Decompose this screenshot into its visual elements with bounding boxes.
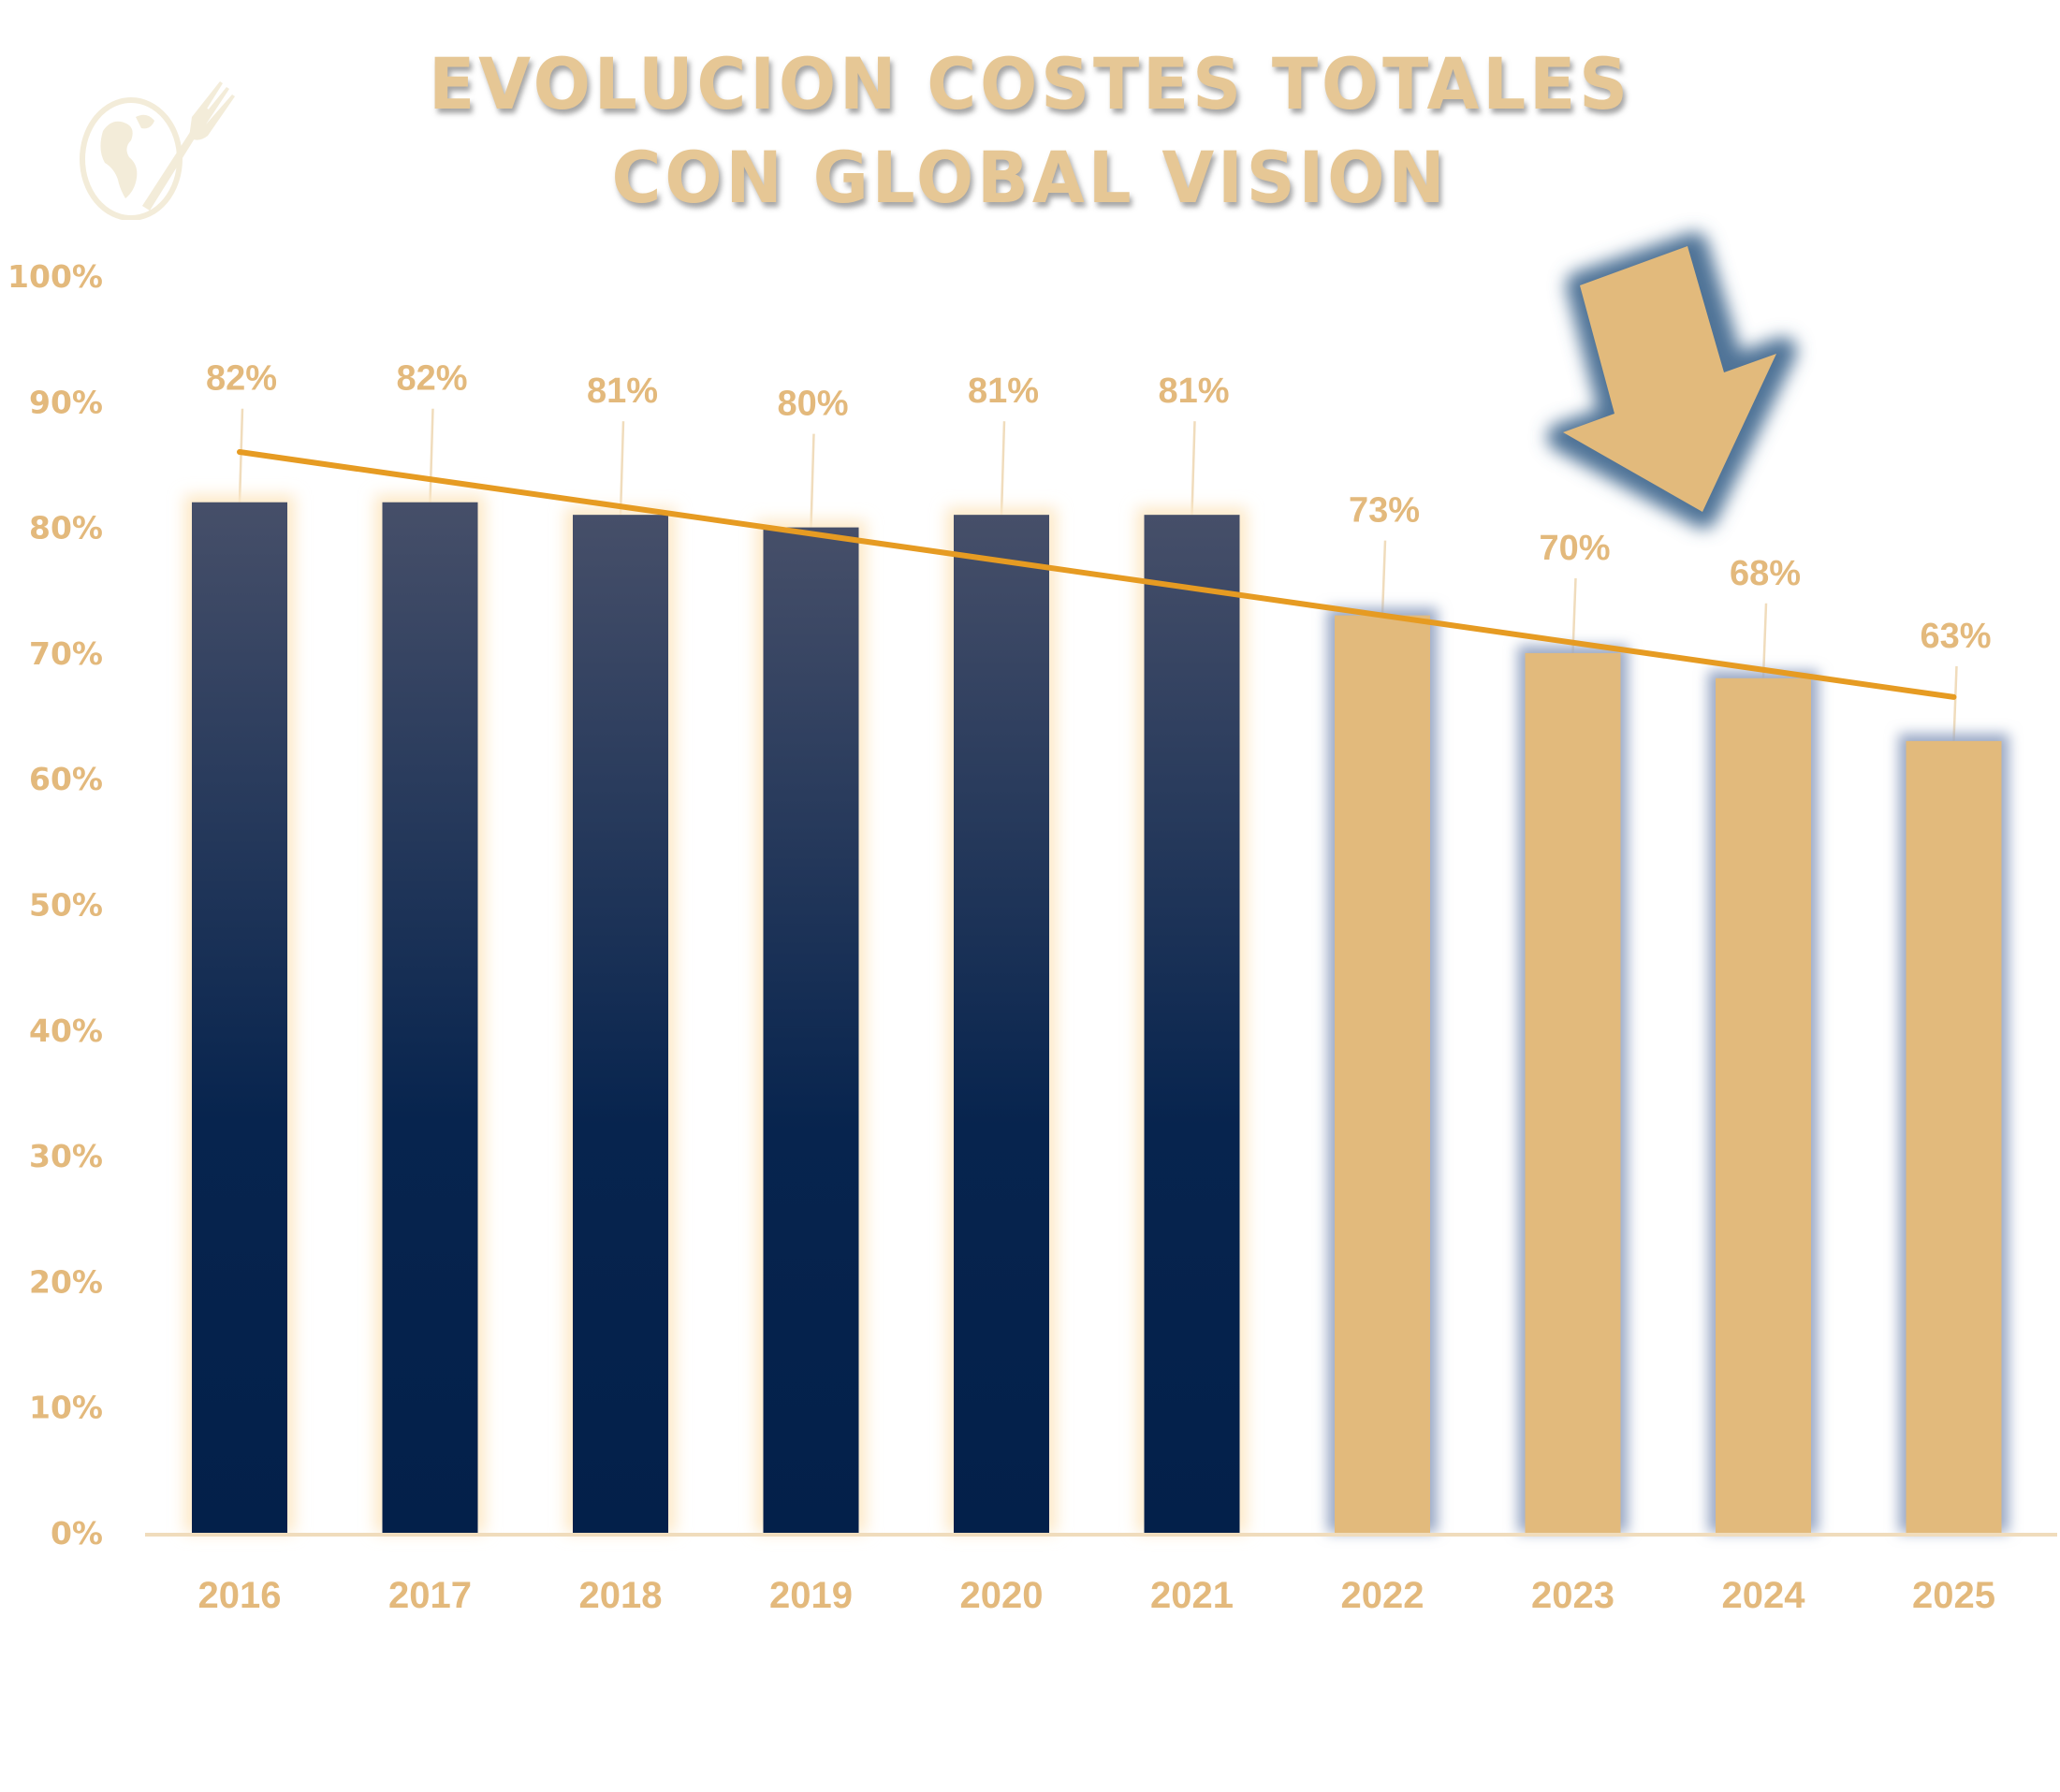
x-tick-label: 2017 <box>388 1575 472 1616</box>
bar-2018 <box>573 515 668 1534</box>
x-tick-label: 2020 <box>960 1575 1044 1616</box>
y-tick-label: 0% <box>51 1515 103 1552</box>
data-label: 82% <box>396 359 467 399</box>
bar-2021 <box>1144 515 1240 1534</box>
leader-line <box>1952 665 1958 741</box>
x-tick-label: 2016 <box>198 1575 282 1616</box>
data-label: 81% <box>1158 372 1229 411</box>
bar-2016 <box>192 502 287 1533</box>
y-tick-label: 80% <box>29 510 103 546</box>
leader-line <box>1191 421 1196 516</box>
y-axis-labels: 0% 10% 20% 30% 40% 50% 60% 70% 80% 90% 100% <box>7 258 103 1552</box>
y-tick-label: 40% <box>29 1013 103 1049</box>
y-tick-label: 70% <box>29 635 103 672</box>
data-label: 82% <box>206 359 277 399</box>
leader-line <box>1000 421 1006 516</box>
y-tick-label: 100% <box>7 258 103 295</box>
x-tick-label: 2019 <box>769 1575 853 1616</box>
y-tick-label: 60% <box>29 761 103 797</box>
x-tick-label: 2025 <box>1912 1575 1995 1616</box>
chart-title-line-2: CON GLOBAL VISION <box>611 136 1449 219</box>
leader-line <box>238 408 244 503</box>
bar-2020 <box>954 515 1049 1534</box>
data-label: 70% <box>1539 529 1610 568</box>
down-arrow-icon <box>1547 232 1797 529</box>
y-tick-label: 20% <box>29 1263 103 1300</box>
chart-title-line-1: EVOLUCION COSTES TOTALES <box>429 42 1631 125</box>
x-tick-label: 2024 <box>1722 1575 1806 1616</box>
globe-fork-icon <box>80 81 235 220</box>
leader-line <box>429 408 434 503</box>
x-tick-label: 2022 <box>1341 1575 1424 1616</box>
leader-line <box>810 433 815 528</box>
data-label: 80% <box>777 385 848 424</box>
data-label: 73% <box>1349 491 1420 531</box>
leader-line <box>619 421 625 516</box>
bar-2017 <box>382 502 478 1533</box>
data-labels: 82% 82% 81% 80% 81% 81% 73% 70% 68% 63% <box>206 359 1992 656</box>
y-tick-label: 10% <box>29 1390 103 1426</box>
bar-2025 <box>1906 740 2002 1533</box>
bar-2022 <box>1335 615 1430 1533</box>
x-tick-label: 2023 <box>1531 1575 1614 1616</box>
data-label: 63% <box>1920 617 1991 656</box>
x-axis-labels: 2016 2017 2018 2019 2020 2021 2022 2023 2024 2025 <box>198 1575 1995 1616</box>
trendline <box>237 449 1957 700</box>
data-label: 81% <box>968 372 1039 411</box>
data-label: 68% <box>1730 554 1801 593</box>
chart-title: EVOLUCION COSTES TOTALES CON GLOBAL VISI… <box>0 37 2060 225</box>
bar-2023 <box>1525 652 1621 1533</box>
x-tick-label: 2018 <box>579 1575 663 1616</box>
bar-2024 <box>1716 677 1811 1533</box>
y-tick-label: 30% <box>29 1138 103 1174</box>
y-tick-label: 90% <box>29 384 103 420</box>
bars <box>192 502 2002 1534</box>
leader-line <box>1761 603 1768 678</box>
data-label: 81% <box>587 372 658 411</box>
leader-line <box>1381 540 1387 616</box>
y-tick-label: 50% <box>29 887 103 924</box>
x-tick-label: 2021 <box>1150 1575 1234 1616</box>
bar-2019 <box>763 527 859 1533</box>
